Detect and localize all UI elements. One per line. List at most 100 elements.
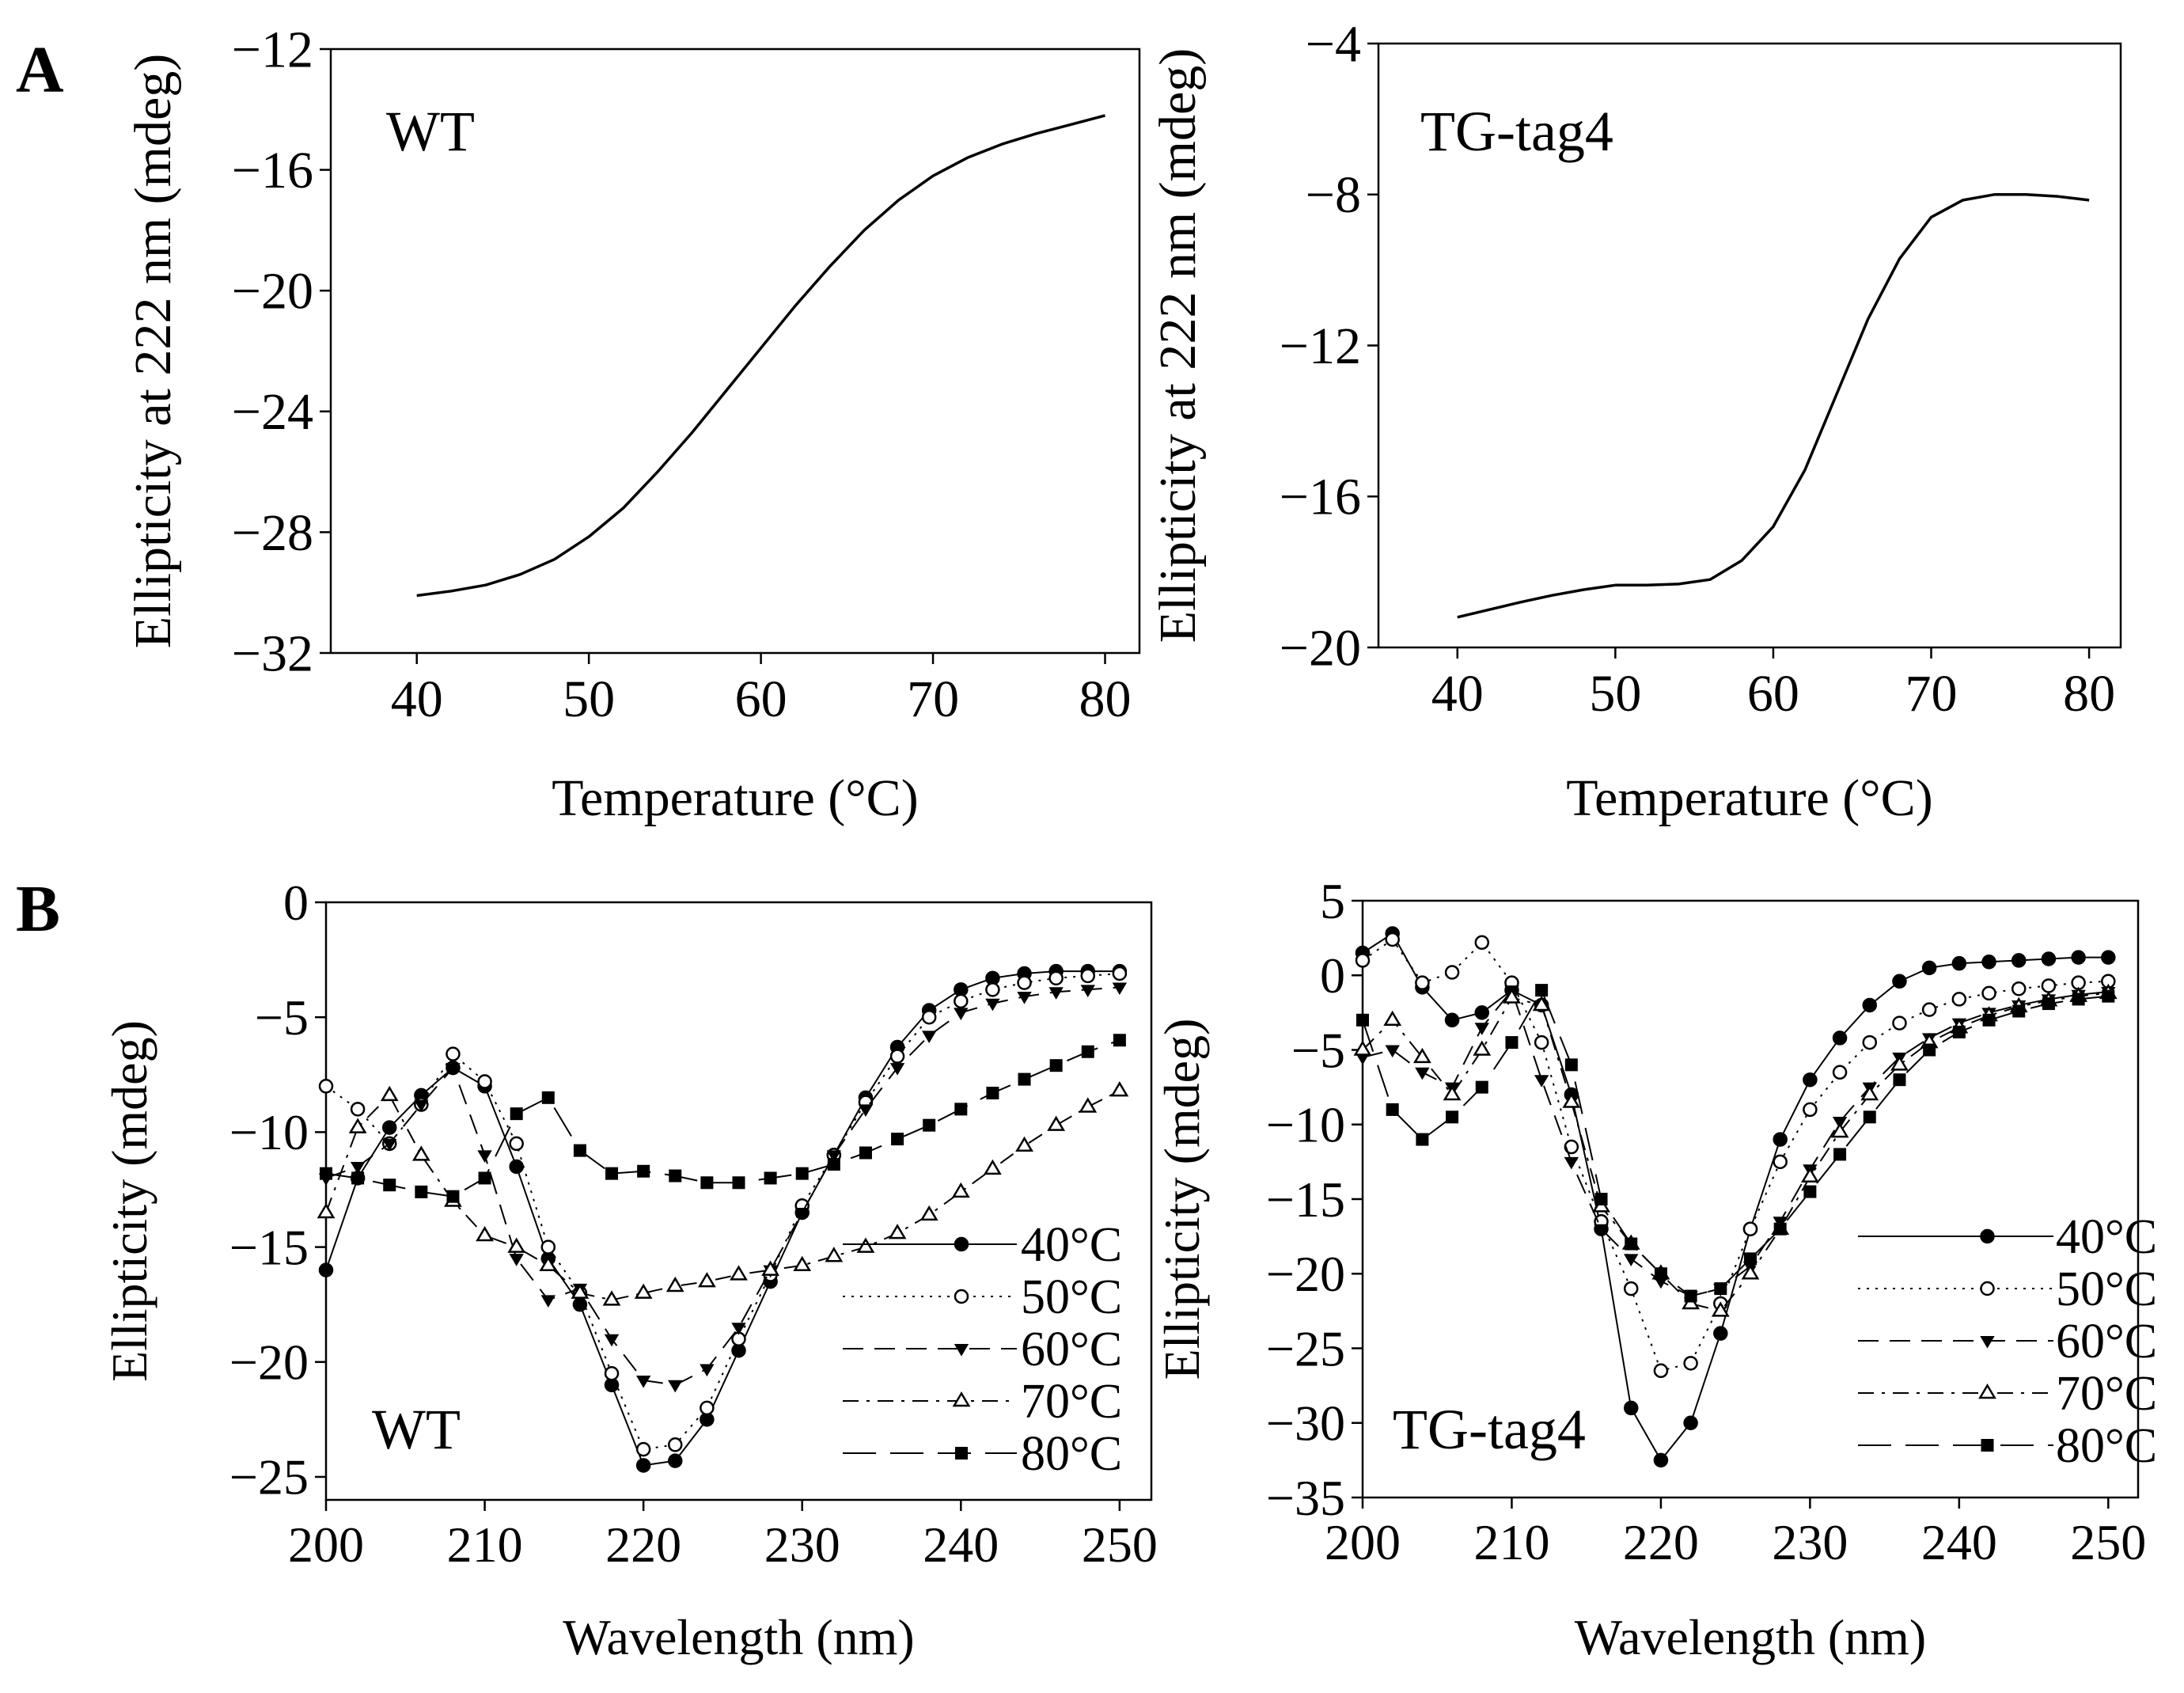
data-point [669, 1169, 682, 1182]
y-tick-label: −24 [232, 383, 313, 441]
data-point [889, 1049, 905, 1064]
data-point [1446, 1110, 1459, 1124]
inset-label: WT [386, 100, 475, 163]
data-point [1862, 997, 1878, 1013]
data-point [1921, 1002, 1937, 1017]
legend-label: 70°C [2056, 1367, 2157, 1421]
y-tick-label: −35 [1266, 1470, 1345, 1526]
data-point [1564, 1156, 1579, 1170]
data-point [794, 1208, 810, 1220]
x-tick-label: 80 [2063, 665, 2115, 723]
data-point [1623, 1281, 1639, 1296]
data-point [891, 1133, 904, 1146]
data-point [320, 1167, 332, 1180]
data-point [1018, 1072, 1031, 1086]
data-point [1503, 988, 1521, 1004]
data-point [731, 1323, 746, 1335]
y-axis-label: Ellipticity at 222 nm (mdeg) [1149, 48, 1207, 643]
data-point [730, 1265, 748, 1281]
data-point [2072, 993, 2085, 1006]
data-point [1015, 1136, 1033, 1152]
data-point [1890, 1055, 1909, 1071]
x-tick-label: 80 [1079, 670, 1132, 728]
data-point [1921, 960, 1937, 976]
x-tick-label: 200 [288, 1516, 364, 1573]
data-point [2041, 978, 2057, 993]
data-point [476, 1225, 494, 1242]
panel-label-a: A [16, 33, 64, 107]
data-point [350, 1161, 366, 1175]
data-point [1713, 1326, 1728, 1341]
data-point [1415, 1067, 1430, 1080]
data-point [2041, 951, 2057, 966]
y-tick-label: −30 [1266, 1395, 1345, 1452]
data-point [1113, 1034, 1126, 1047]
data-point [1474, 1023, 1489, 1035]
data-point [348, 1118, 367, 1133]
data-point [571, 1283, 590, 1299]
data-point [923, 1118, 936, 1132]
series-line [416, 114, 1105, 598]
data-point [1773, 1154, 1788, 1170]
y-tick-label: −15 [1266, 1171, 1345, 1228]
y-tick-label: −10 [1266, 1097, 1345, 1153]
data-point [1862, 1034, 1878, 1050]
y-tick-label: −15 [229, 1219, 309, 1275]
data-point [825, 1247, 844, 1262]
data-point [858, 1104, 874, 1117]
data-point [414, 1099, 429, 1113]
data-point [1444, 965, 1460, 980]
x-tick-label: 230 [764, 1516, 840, 1573]
x-axis-label: Temperature (°C) [552, 769, 918, 827]
data-point [1893, 1073, 1906, 1087]
data-point [635, 1376, 651, 1388]
y-tick-label: −8 [1306, 166, 1361, 224]
data-point [1684, 1289, 1697, 1303]
legend-marker [1980, 1336, 1995, 1349]
legend-label: 40°C [1021, 1218, 1122, 1272]
data-point [604, 1334, 620, 1347]
data-point [539, 1255, 558, 1272]
data-point [573, 1144, 586, 1157]
legend-marker [955, 1447, 968, 1460]
legend-label: 50°C [2056, 1262, 2157, 1316]
y-tick-label: −20 [229, 1334, 309, 1391]
data-point [540, 1295, 556, 1308]
legend-label: 60°C [1021, 1323, 1122, 1376]
x-tick-label: 250 [1082, 1516, 1158, 1573]
x-tick-label: 60 [735, 670, 787, 728]
data-point [1386, 1103, 1399, 1116]
data-point [1110, 1081, 1129, 1097]
x-tick-label: 220 [1623, 1514, 1699, 1570]
data-point [1624, 1254, 1639, 1266]
series-line [1362, 992, 2109, 1312]
data-point [700, 1364, 715, 1377]
data-point [635, 1441, 651, 1457]
legend-label: 40°C [2056, 1210, 2157, 1264]
data-point [1744, 1252, 1757, 1266]
legend-marker [954, 1344, 969, 1357]
series-line [1362, 989, 2109, 1297]
x-tick-label: 210 [1473, 1514, 1549, 1570]
data-point [477, 1074, 492, 1089]
y-tick-label: −4 [1306, 15, 1361, 73]
legend-label: 70°C [1021, 1375, 1122, 1429]
data-point [665, 1276, 684, 1293]
legend-label: 50°C [1021, 1270, 1122, 1324]
data-point [2071, 950, 2086, 965]
data-point [2011, 953, 2027, 968]
data-point [1892, 974, 1907, 989]
data-point [1355, 953, 1371, 968]
data-point [1892, 1015, 1907, 1031]
wt-cd-spectra-chart: 200 210 220 230 240 250 −25 −20 −15 −10 −5 0 Wavelen… [101, 875, 1158, 1665]
legend-marker [1978, 1383, 1996, 1399]
data-point [1654, 1267, 1667, 1281]
x-axis-label: Temperature (°C) [1566, 769, 1932, 827]
data-point [2101, 950, 2116, 965]
data-point [1982, 1013, 1996, 1027]
data-point [859, 1146, 872, 1160]
data-point [1594, 1224, 1609, 1237]
data-point [1356, 1013, 1369, 1027]
data-point [509, 1136, 524, 1152]
x-axis-label: Wavelength (nm) [1575, 1609, 1926, 1665]
